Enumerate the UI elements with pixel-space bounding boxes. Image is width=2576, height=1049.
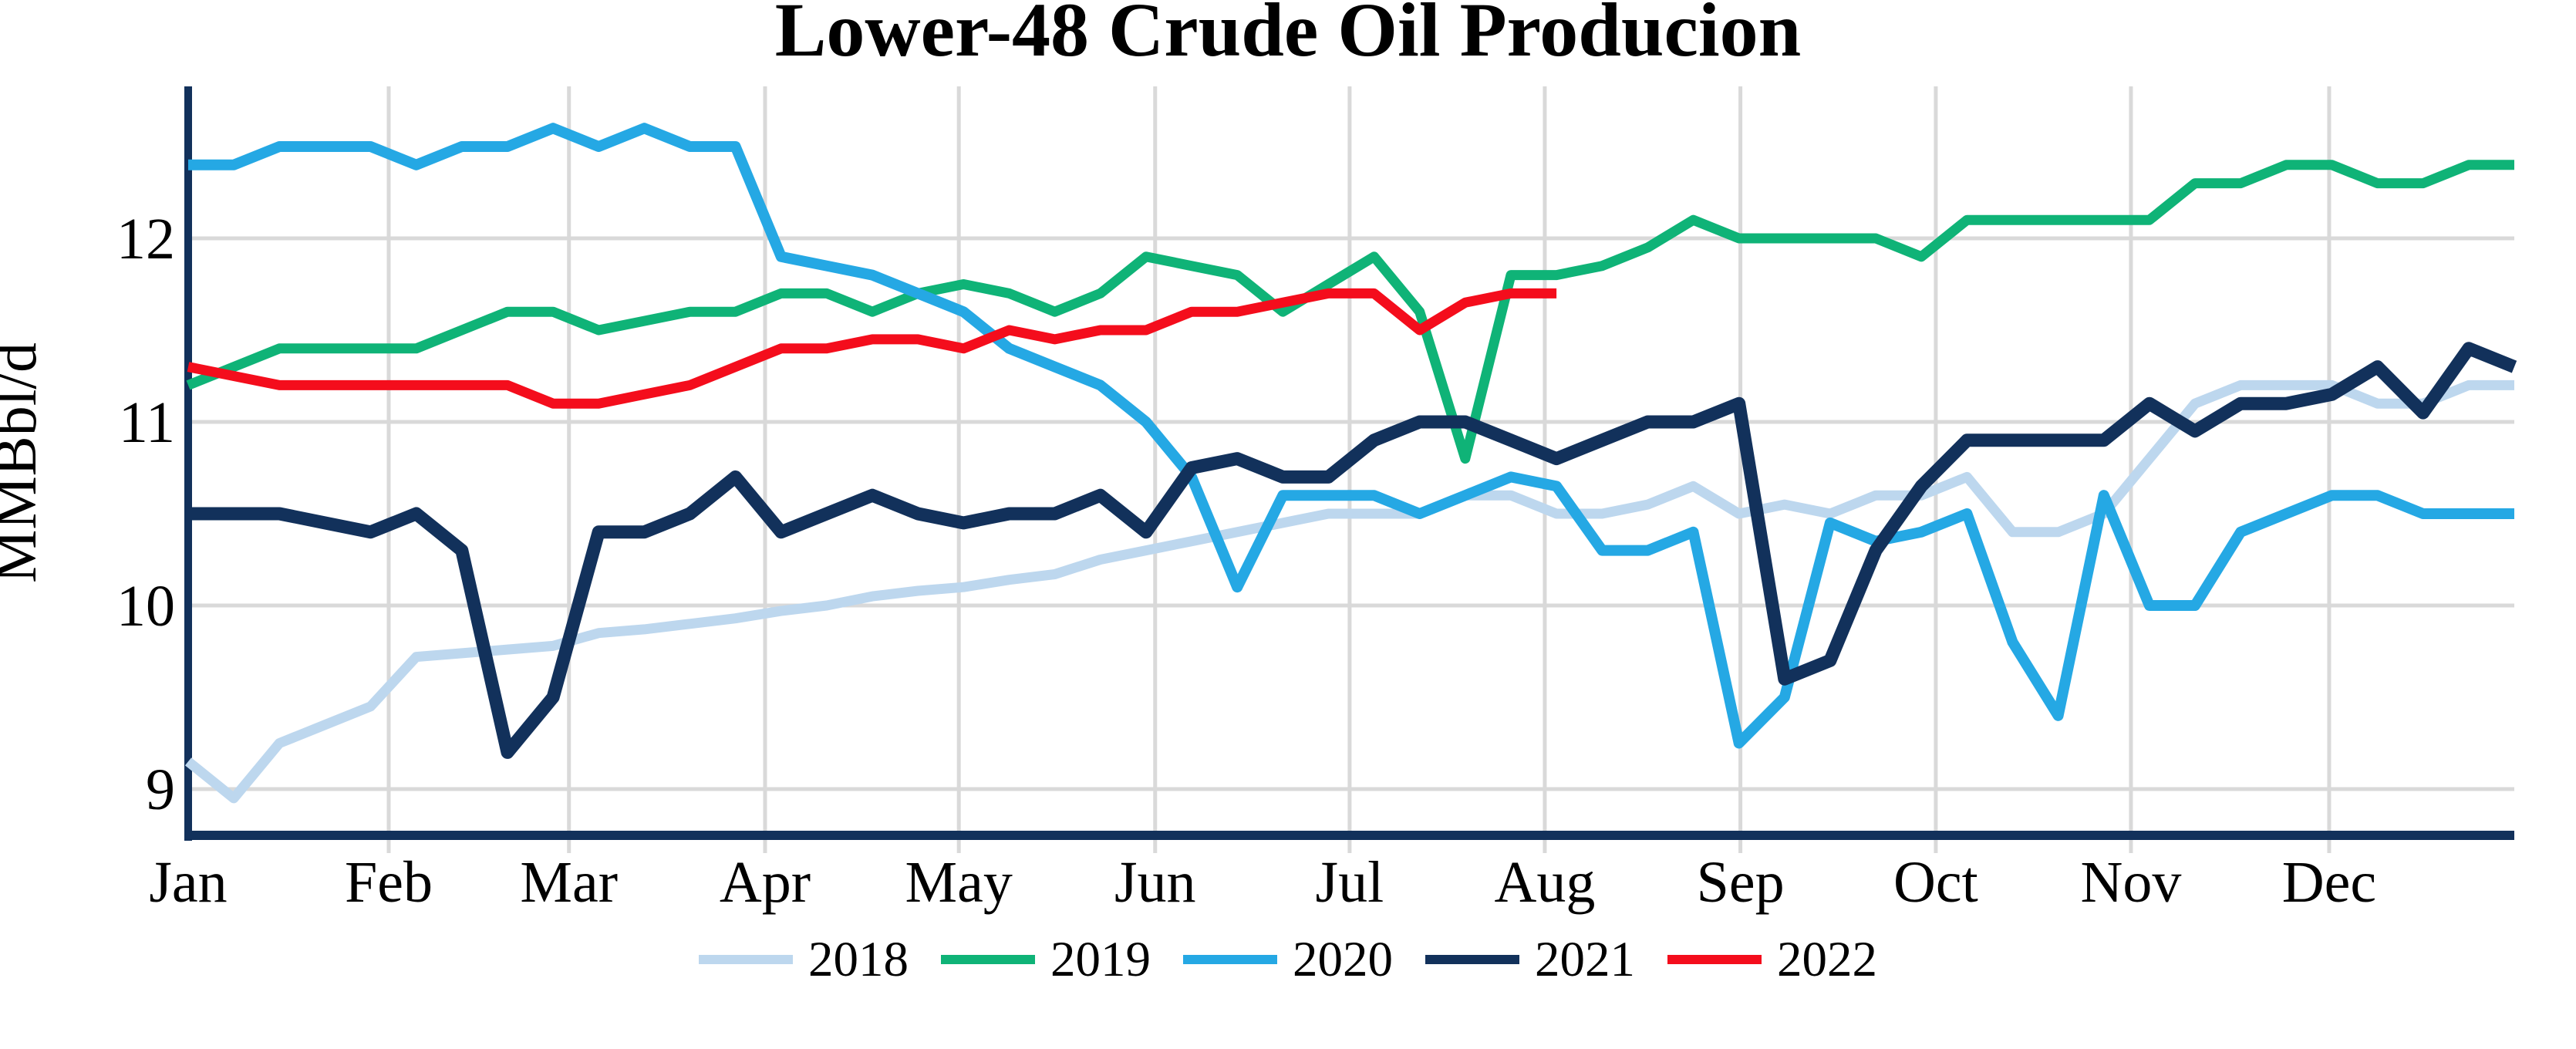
legend-item-2021: 2021 [1425, 931, 1635, 987]
month-label: Dec [2282, 850, 2376, 915]
legend-swatch-2018 [699, 955, 793, 964]
month-label: Apr [720, 850, 811, 915]
month-label: Mar [520, 850, 618, 915]
legend-swatch-2020 [1183, 955, 1277, 964]
legend-label-2022: 2022 [1777, 931, 1877, 987]
y-tick-label: 12 [116, 207, 175, 272]
y-tick-label: 9 [146, 757, 175, 822]
legend-label-2020: 2020 [1293, 931, 1393, 987]
series-line-2021 [188, 342, 2517, 759]
legend-item-2020: 2020 [1183, 931, 1393, 987]
month-label: Oct [1893, 850, 1978, 915]
legend-item-2019: 2019 [941, 931, 1151, 987]
y-tick-label: 10 [116, 574, 175, 639]
y-tick-label: 11 [119, 390, 175, 455]
series-line-2018 [184, 379, 2514, 804]
series-line-2020 [188, 123, 2514, 749]
plot-graphics: 12 11 10 9 Jan Feb Mar Apr May Jun Jul Aug Sep Oct Nov… [116, 86, 2517, 915]
month-label: Jul [1316, 850, 1384, 915]
y-axis-title: MMBbl/d [0, 342, 49, 583]
series-line-2022 [187, 288, 1557, 409]
month-label: May [905, 850, 1013, 915]
month-label: Feb [345, 850, 433, 915]
legend-label-2018: 2018 [808, 931, 909, 987]
chart-title: Lower-48 Crude Oil Producion [775, 0, 1802, 73]
legend-label-2019: 2019 [1050, 931, 1151, 987]
month-label: Aug [1494, 850, 1595, 915]
legend: 2018 2019 2020 2021 2022 [0, 927, 2576, 992]
legend-swatch-2019 [941, 955, 1035, 964]
series-line-2019 [186, 160, 2514, 464]
legend-label-2021: 2021 [1535, 931, 1635, 987]
legend-swatch-2022 [1667, 955, 1762, 964]
legend-item-2018: 2018 [699, 931, 909, 987]
legend-item-2022: 2022 [1667, 931, 1877, 987]
legend-swatch-2021 [1425, 955, 1519, 964]
month-label: Nov [2081, 850, 2182, 915]
month-label: Jun [1114, 850, 1196, 915]
month-label: Jan [149, 850, 227, 915]
month-label: Sep [1697, 850, 1785, 915]
